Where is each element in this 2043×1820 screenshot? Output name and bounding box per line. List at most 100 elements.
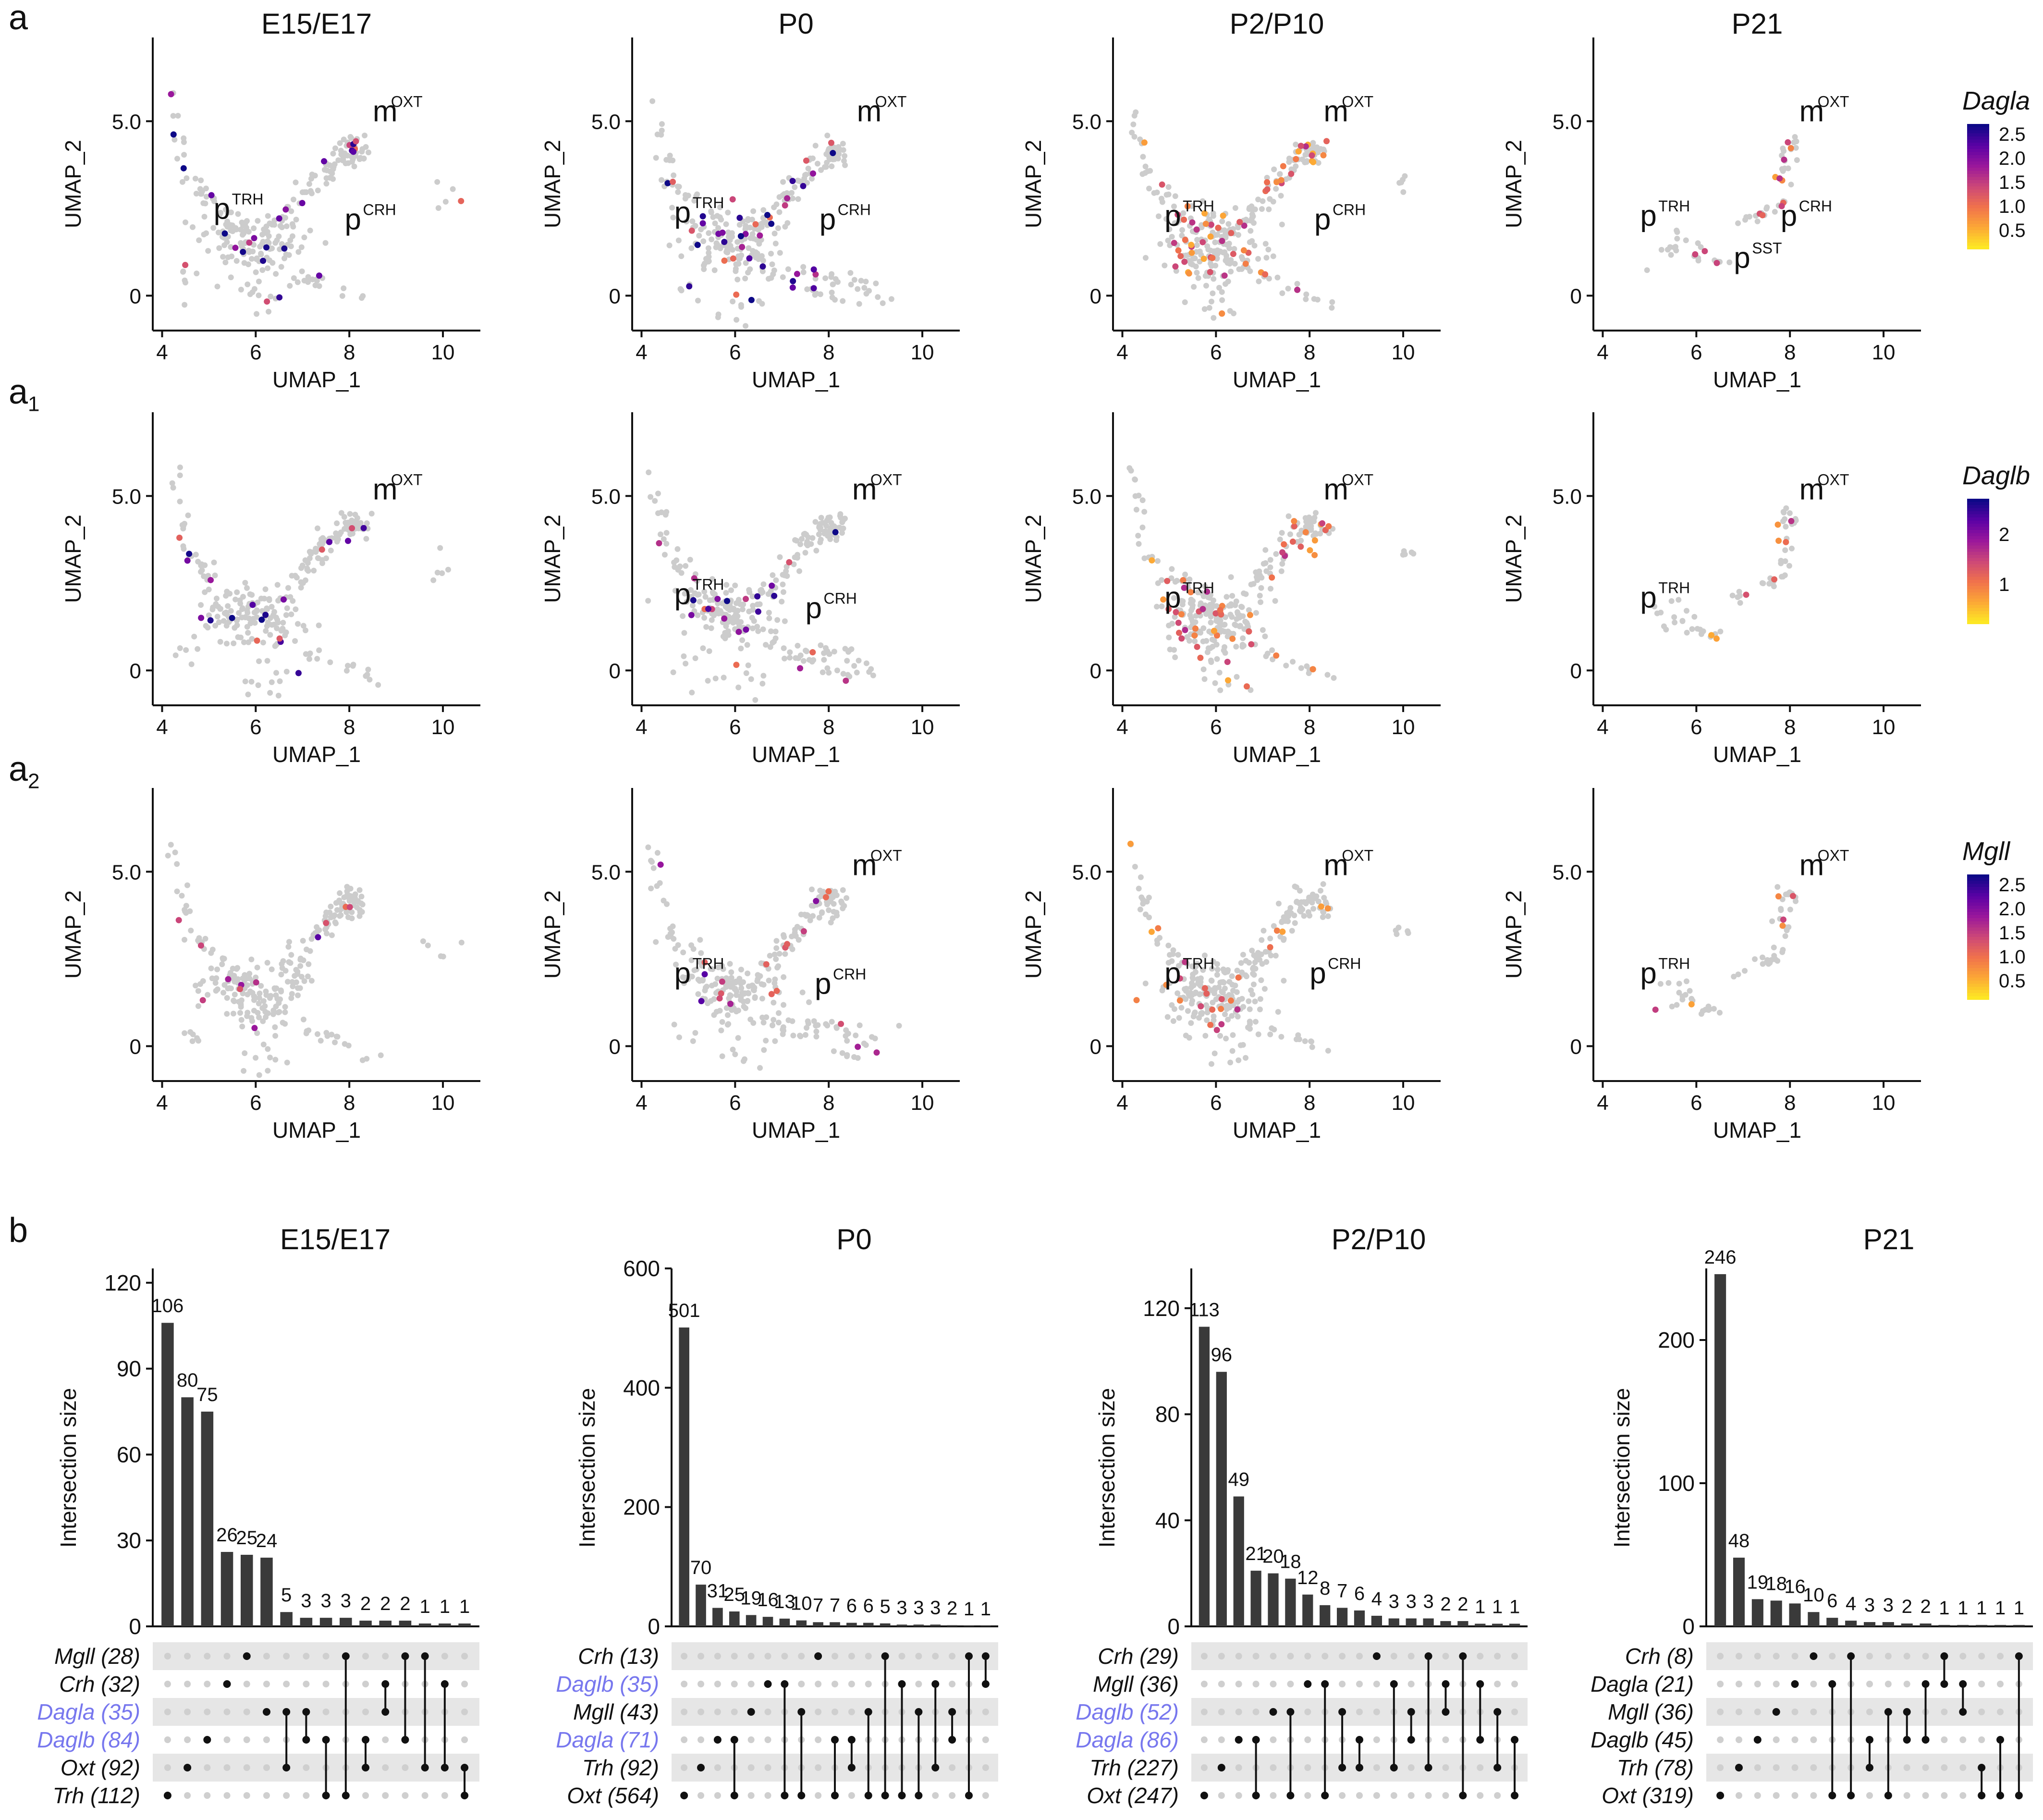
cell-point [239, 606, 245, 612]
matrix-dot-off [1442, 1736, 1449, 1743]
expressing-cell-point [1297, 143, 1304, 149]
expressing-cell-point [1267, 944, 1273, 950]
cell-point [863, 660, 869, 666]
cell-point [1187, 612, 1193, 618]
cell-point [741, 1003, 747, 1009]
expressing-cell-point [1775, 538, 1782, 544]
cell-point [1142, 255, 1149, 261]
matrix-dot-on [1269, 1708, 1277, 1716]
cell-point [755, 628, 761, 634]
cell-point [177, 472, 183, 479]
cell-point [703, 624, 710, 630]
matrix-dot-off [382, 1736, 389, 1743]
expressing-cell-point [1133, 997, 1140, 1004]
intersection-bar [1492, 1623, 1503, 1626]
y-axis-label: UMAP_2 [1501, 890, 1526, 979]
cell-point [1140, 154, 1146, 160]
matrix-dot-off [303, 1792, 310, 1799]
intersection-count-label: 25 [236, 1527, 258, 1549]
y-tick-label: 5.0 [112, 110, 141, 134]
cell-point [202, 935, 208, 942]
intersection-count-label: 3 [896, 1597, 907, 1618]
matrix-stripe [153, 1698, 479, 1726]
cell-point [831, 909, 837, 915]
x-tick-label: 8 [823, 715, 834, 739]
matrix-dot-on [697, 1764, 705, 1771]
matrix-dot-off [461, 1681, 468, 1687]
expressing-cell-point [714, 596, 721, 603]
cell-point [1237, 623, 1243, 629]
cell-point [688, 942, 695, 948]
cell-point [723, 975, 729, 981]
intersection-count-label: 3 [301, 1590, 311, 1611]
cell-point [203, 623, 209, 629]
cell-point [1174, 990, 1181, 996]
cell-point [840, 517, 846, 524]
colorbar-segment [1967, 586, 1989, 590]
cell-point [1786, 510, 1793, 516]
x-tick-label: 6 [729, 715, 741, 739]
cell-point [220, 956, 226, 962]
cell-point [1250, 581, 1257, 587]
cell-point [221, 982, 228, 988]
cell-point [198, 562, 204, 568]
cell-point [271, 221, 278, 228]
cell-point [288, 952, 294, 958]
cell-point [1139, 524, 1146, 530]
cell-point [1683, 237, 1689, 244]
intersection-count-label: 1 [1509, 1596, 1520, 1617]
matrix-dot-off [164, 1681, 171, 1687]
cell-point [244, 585, 250, 591]
cell-point [835, 156, 841, 162]
cell-point [1780, 168, 1786, 174]
cell-point [184, 882, 191, 888]
colorbar-segment [1967, 977, 1989, 981]
matrix-dot-off [697, 1653, 705, 1660]
cell-point [1209, 263, 1215, 269]
matrix-dot-off [1373, 1709, 1380, 1715]
y-tick-label: 5.0 [1072, 110, 1101, 134]
expressing-cell-point [721, 258, 728, 264]
expressing-cell-point [1240, 247, 1247, 254]
matrix-dot-off [1717, 1653, 1724, 1660]
cluster-label-superscript: OXT [1818, 471, 1849, 489]
cell-point [1248, 987, 1254, 994]
matrix-dot-off [1959, 1764, 1967, 1771]
cell-point [1294, 281, 1300, 287]
cell-point [806, 999, 812, 1005]
expressing-cell-point [773, 987, 780, 994]
colorbar-segment [1967, 595, 1989, 599]
cell-point [277, 678, 283, 684]
expressing-cell-point [249, 602, 256, 608]
cell-point [661, 898, 667, 904]
cell-point [249, 1018, 255, 1024]
colorbar-segment [1967, 168, 1989, 172]
intersection-count-label: 6 [846, 1596, 857, 1617]
colorbar-segment [1967, 940, 1989, 944]
cell-point [1687, 988, 1693, 994]
cell-point [1180, 210, 1187, 216]
cell-point [288, 208, 294, 214]
cell-point [297, 963, 304, 969]
colorbar-tick-label: 2.0 [1999, 898, 2026, 920]
expressing-cell-point [1291, 518, 1297, 525]
cell-point [222, 259, 229, 266]
cell-point [1171, 203, 1177, 209]
matrix-dot-off [982, 1736, 989, 1743]
matrix-dot-off [1959, 1792, 1967, 1799]
cell-point [1324, 672, 1331, 678]
cell-point [1188, 990, 1194, 996]
expressing-cell-point [721, 615, 728, 622]
colorbar-segment [1967, 561, 1989, 565]
expressing-cell-point [1173, 609, 1179, 615]
colorbar-segment [1967, 577, 1989, 580]
matrix-dot-on [223, 1680, 231, 1688]
y-tick-label: 0 [130, 659, 141, 683]
cell-point [248, 678, 255, 685]
cell-point [168, 842, 174, 848]
x-tick-label: 8 [343, 341, 355, 364]
colorbar-segment [1967, 130, 1989, 134]
x-tick-label: 8 [823, 341, 834, 364]
cell-point [337, 890, 343, 896]
